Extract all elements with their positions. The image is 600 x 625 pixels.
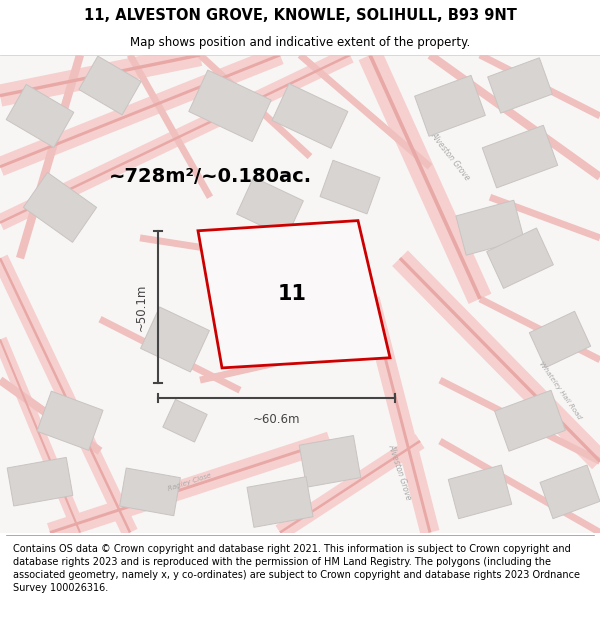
Bar	[37, 391, 103, 451]
Bar	[415, 76, 485, 136]
Bar	[448, 465, 512, 519]
Text: Ragley Close: Ragley Close	[167, 472, 212, 491]
Bar	[299, 436, 361, 488]
Text: Contains OS data © Crown copyright and database right 2021. This information is : Contains OS data © Crown copyright and d…	[13, 544, 580, 593]
Bar	[482, 125, 558, 188]
Bar	[320, 160, 380, 214]
Bar	[540, 465, 600, 519]
Bar	[163, 399, 207, 442]
Bar	[487, 228, 553, 288]
Text: Map shows position and indicative extent of the property.: Map shows position and indicative extent…	[130, 36, 470, 49]
Text: ~728m²/~0.180ac.: ~728m²/~0.180ac.	[109, 168, 311, 186]
Text: Alveston Grove: Alveston Grove	[387, 442, 413, 501]
Bar	[247, 477, 313, 528]
Bar	[488, 58, 553, 113]
Text: 11: 11	[277, 284, 307, 304]
Bar	[494, 390, 565, 451]
Text: Whateley Hall Road: Whateley Hall Road	[538, 360, 582, 420]
Bar	[272, 84, 348, 148]
Bar	[79, 56, 141, 115]
Bar	[23, 173, 97, 242]
Text: ~50.1m: ~50.1m	[135, 283, 148, 331]
Bar	[7, 458, 73, 506]
Text: ~60.6m: ~60.6m	[253, 412, 300, 426]
Text: Alveston Grove: Alveston Grove	[428, 131, 472, 182]
Bar	[236, 177, 304, 238]
Bar	[529, 311, 590, 368]
Bar	[456, 200, 524, 255]
Bar	[274, 226, 346, 291]
Bar	[140, 307, 209, 372]
Bar	[6, 84, 74, 148]
Bar	[189, 70, 271, 141]
Bar	[119, 468, 181, 516]
Text: 11, ALVESTON GROVE, KNOWLE, SOLIHULL, B93 9NT: 11, ALVESTON GROVE, KNOWLE, SOLIHULL, B9…	[83, 8, 517, 23]
Polygon shape	[198, 221, 390, 368]
